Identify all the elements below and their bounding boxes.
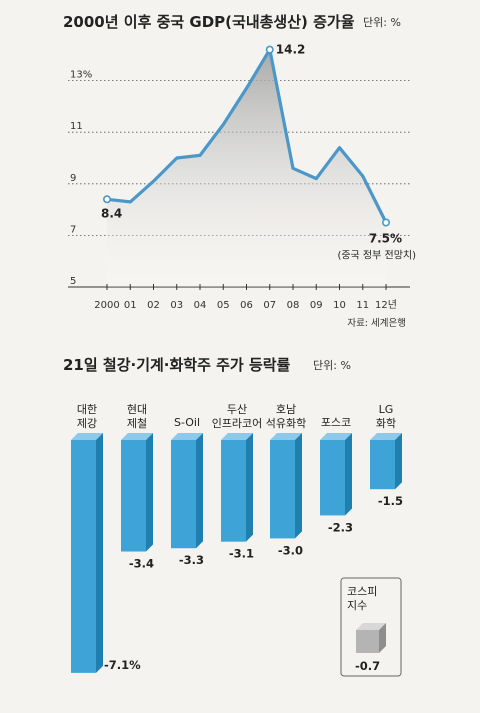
x-tick-label: 12년: [375, 299, 397, 311]
kospi-label: 지수: [347, 599, 367, 612]
x-tick-label: 03: [170, 300, 183, 311]
chart2-title: 21일 철강·기계·화학주 주가 등락률: [63, 356, 291, 374]
y-tick-label: 13%: [70, 70, 92, 81]
value-label: -3.1: [229, 547, 254, 561]
data-point-marker: [381, 218, 390, 227]
bar-1: [121, 433, 153, 552]
value-label: -3.4: [129, 557, 154, 571]
x-tick-label: 02: [147, 300, 160, 311]
bar-2: [171, 433, 203, 549]
x-tick-label: 08: [287, 300, 300, 311]
y-tick-label: 9: [70, 173, 76, 184]
category-label: 인프라코어: [212, 417, 263, 430]
y-tick-label: 5: [70, 276, 76, 287]
value-label: -7.1%: [104, 658, 141, 672]
y-tick-label: 7: [70, 224, 76, 235]
x-tick-label: 10: [333, 300, 346, 311]
category-label: 제철: [127, 417, 147, 430]
gdp-series-line: [106, 47, 388, 224]
value-label: -2.3: [328, 520, 353, 534]
end-value-label: 7.5%: [369, 232, 402, 246]
value-label: -3.3: [179, 553, 204, 567]
category-label: LG: [379, 403, 394, 416]
source-note: 자료: 세계은행: [347, 317, 406, 329]
chart1-unit: 단위: %: [363, 16, 401, 29]
category-label: 두산: [227, 403, 247, 416]
data-point-marker: [265, 45, 274, 54]
bar-3: [221, 433, 253, 542]
y-tick-label: 11: [70, 121, 83, 132]
peak-value-label: 14.2: [276, 43, 306, 57]
forecast-note: (중국 정부 전망치): [337, 250, 416, 262]
x-tick-label: 04: [194, 300, 207, 311]
category-label: 제강: [77, 417, 97, 430]
category-label: 석유화학: [266, 417, 306, 430]
x-tick-label: 2000: [94, 300, 119, 311]
category-label: 현대: [127, 403, 147, 416]
x-tick-label: 01: [124, 300, 137, 311]
kospi-bar: [356, 623, 386, 653]
chart1-title: 2000년 이후 중국 GDP(국내총생산) 증가율: [63, 13, 355, 31]
category-label: 호남: [276, 403, 296, 416]
category-label: S-Oil: [174, 416, 200, 429]
gdp-line-chart: 2000년 이후 중국 GDP(국내총생산) 증가율 단위: % 5 7 9 11 13…: [63, 13, 416, 329]
category-label: 포스코: [321, 416, 351, 429]
x-tick-label: 05: [217, 300, 230, 311]
value-label: -1.5: [378, 494, 403, 508]
x-tick-label: 11: [356, 300, 369, 311]
chart2-unit: 단위: %: [313, 359, 351, 372]
x-tick-label: 06: [240, 300, 253, 311]
category-label: 대한: [77, 403, 97, 416]
data-point-marker: [103, 195, 112, 204]
bar-5: [320, 433, 352, 516]
category-label: 화학: [376, 417, 396, 430]
bar-4: [270, 433, 302, 539]
gdp-area-fill: [107, 49, 386, 287]
x-tick-label: 09: [310, 300, 323, 311]
start-value-label: 8.4: [101, 206, 122, 220]
value-label: -3.0: [278, 543, 303, 557]
kospi-label: 코스피: [347, 585, 377, 598]
kospi-box-frame: [340, 577, 402, 677]
kospi-value-label: -0.7: [355, 659, 380, 673]
x-tick-label: 07: [263, 300, 276, 311]
bar-0: [71, 433, 103, 673]
bar-6: [370, 433, 402, 490]
